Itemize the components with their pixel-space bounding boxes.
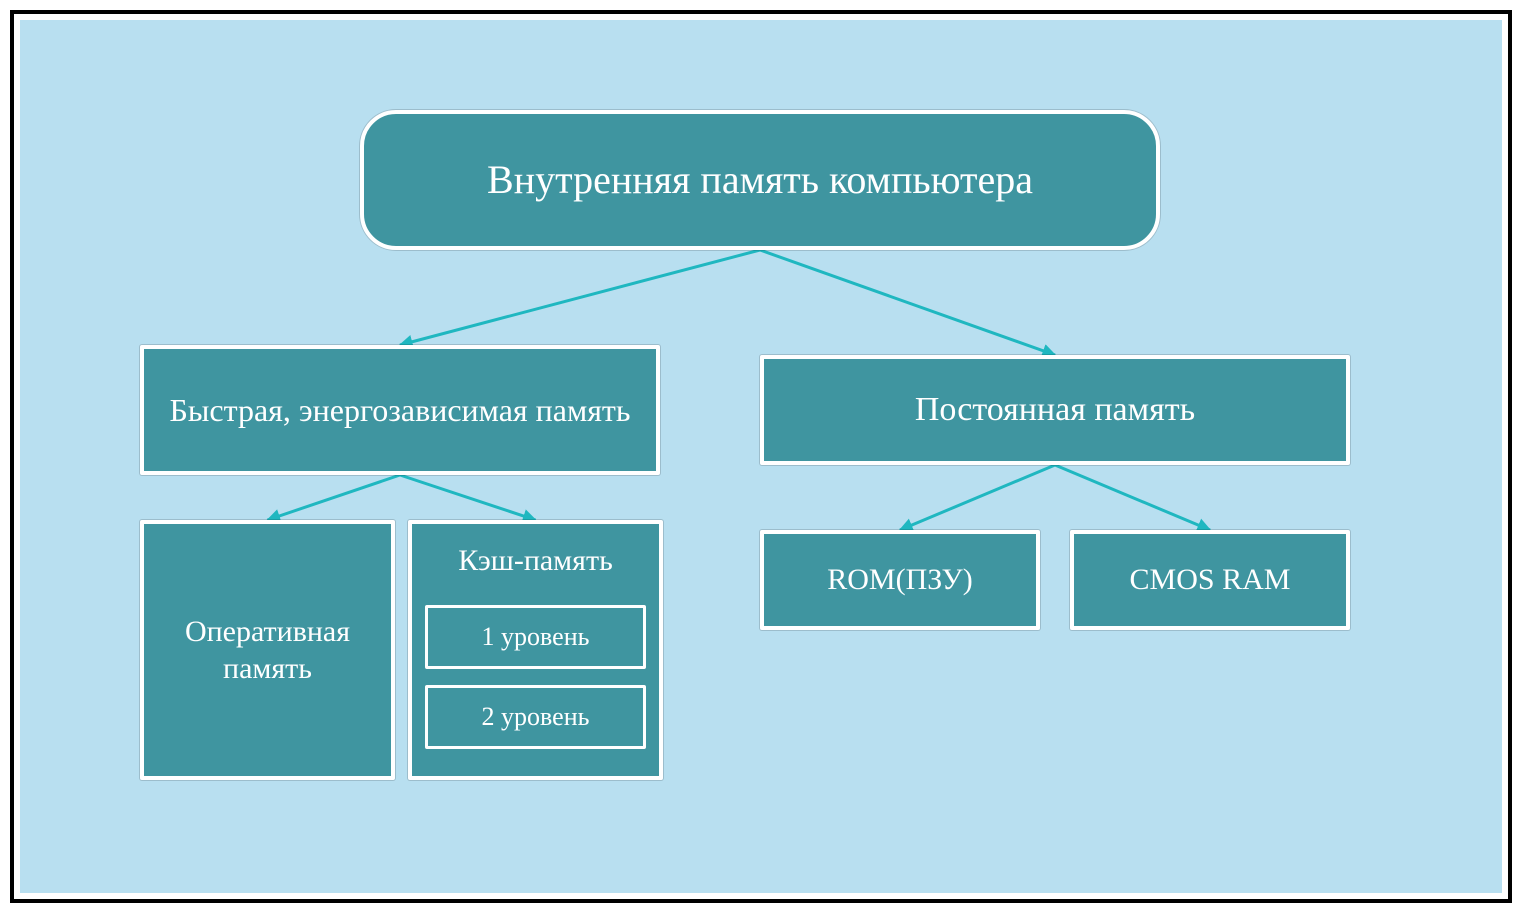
node-root: Внутренняя память компьютера <box>360 110 1160 250</box>
node-fast-volatile-memory: Быстрая, энергозависимая память <box>140 345 660 475</box>
node-ram-label: Оперативная память <box>160 613 375 688</box>
diagram-canvas: Внутренняя память компьютера Быстрая, эн… <box>20 20 1502 893</box>
node-cmos-label: CMOS RAM <box>1130 561 1291 599</box>
node-cache-label: Кэш-память <box>458 542 613 580</box>
node-cache-l1-label: 1 уровень <box>482 621 590 654</box>
node-rom: ROM(ПЗУ) <box>760 530 1040 630</box>
node-perm-label: Постоянная память <box>915 389 1195 432</box>
node-cmos-ram: CMOS RAM <box>1070 530 1350 630</box>
node-permanent-memory: Постоянная память <box>760 355 1350 465</box>
node-fast-label: Быстрая, энергозависимая память <box>170 390 631 430</box>
node-cache-l2-label: 2 уровень <box>482 701 590 734</box>
node-cache-level-1: 1 уровень <box>425 605 646 669</box>
node-rom-label: ROM(ПЗУ) <box>827 561 973 599</box>
node-ram: Оперативная память <box>140 520 395 780</box>
node-root-label: Внутренняя память компьютера <box>487 155 1033 205</box>
node-cache-level-2: 2 уровень <box>425 685 646 749</box>
